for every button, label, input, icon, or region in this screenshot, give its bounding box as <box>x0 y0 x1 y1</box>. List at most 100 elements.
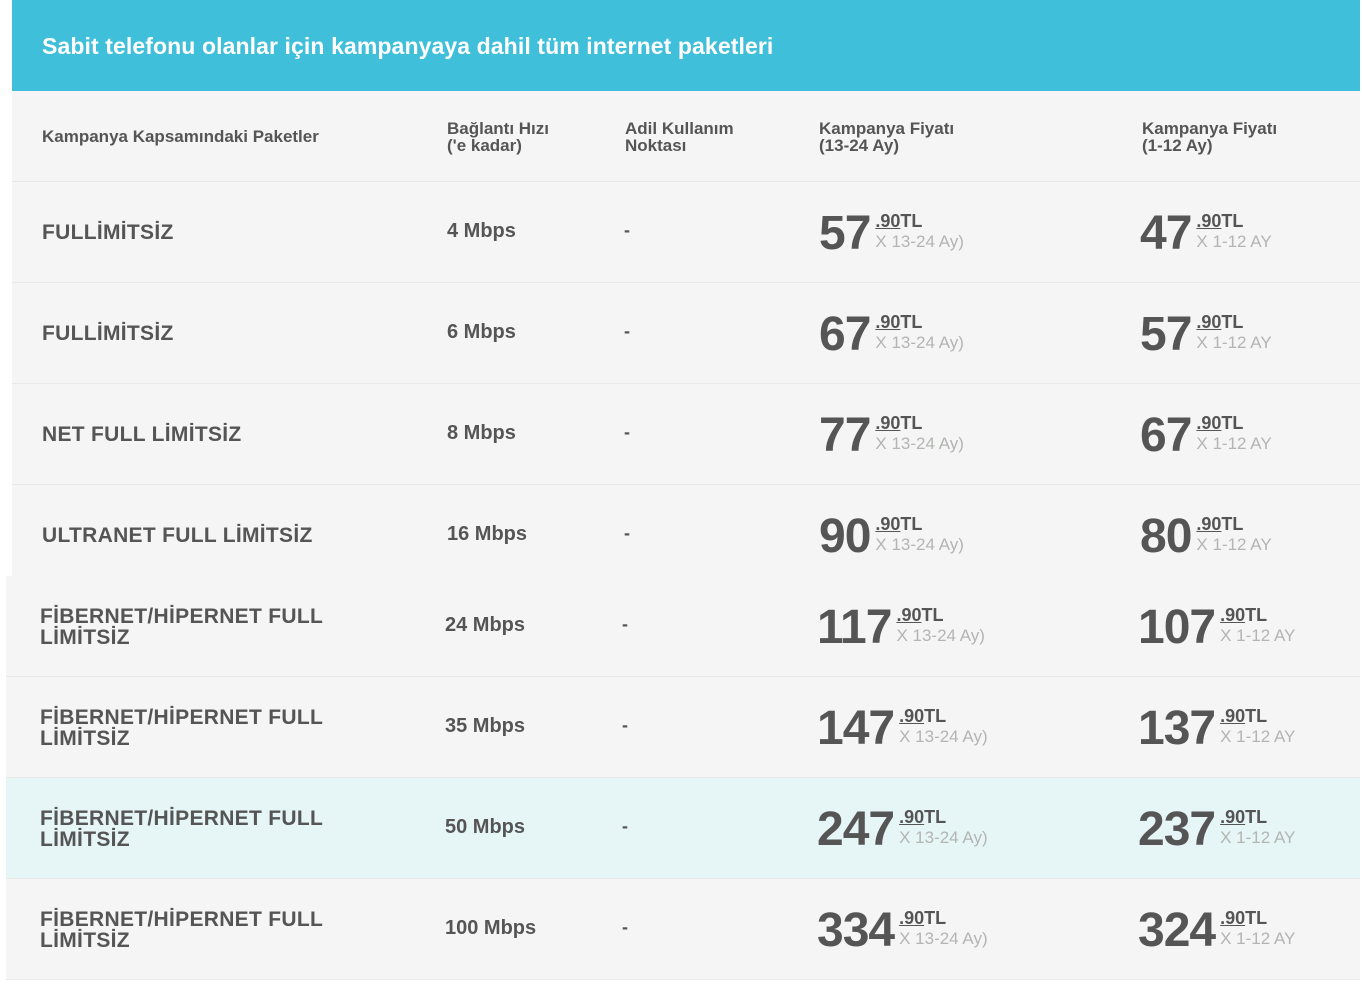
price-currency: TL <box>900 211 923 231</box>
table-row: FULLİMİTSİZ 4 Mbps -57.90TL X 13-24 Ay) 47.9… <box>12 182 1360 283</box>
price-currency: TL <box>1221 312 1244 332</box>
fair-use-value: - <box>624 523 630 543</box>
price-detail: .90TL X 1-12 AY <box>1196 515 1271 556</box>
page-title: Sabit telefonu olanlar için kampanyaya d… <box>42 33 774 59</box>
price-decimal: .90 <box>875 413 901 433</box>
package-name: NET FULL LİMİTSİZ <box>42 423 242 446</box>
price-integer: 147 <box>817 702 895 755</box>
package-name: FİBERNET/HİPERNET FULL LİMİTSİZ <box>40 605 324 649</box>
title-banner: Sabit telefonu olanlar için kampanyaya d… <box>12 0 1360 91</box>
header-package: Kampanya Kapsamındaki Paketler <box>42 127 319 146</box>
price-detail: .90TL X 1-12 AY <box>1220 909 1295 950</box>
price-detail: .90TL X 13-24 Ay) <box>899 707 988 748</box>
price-term: X 1-12 AY <box>1196 333 1272 352</box>
price-1-12: 57.90TL X 1-12 AY <box>1140 308 1272 361</box>
price-detail: .90TL X 1-12 AY <box>1220 707 1295 748</box>
fair-use-value: - <box>622 816 628 836</box>
price-decimal: .90 <box>1220 807 1246 827</box>
price-currency: TL <box>924 706 947 726</box>
price-detail: .90TL X 1-12 AY <box>1196 414 1271 455</box>
price-currency: TL <box>924 807 947 827</box>
price-decimal: .90 <box>875 514 901 534</box>
price-1-12: 47.90TL X 1-12 AY <box>1140 207 1272 260</box>
price-decimal: .90 <box>1196 211 1222 231</box>
table-row: FİBERNET/HİPERNET FULL LİMİTSİZ 50 Mbps - 24… <box>6 778 1360 879</box>
price-term: X 13-24 Ay) <box>899 929 988 948</box>
price-detail: .90TL X 1-12 AY <box>1196 313 1271 354</box>
table-row: ULTRANET FULL LİMİTSİZ 16 Mbps -90.90TL X 1… <box>12 485 1360 586</box>
price-decimal: .90 <box>899 807 925 827</box>
price-13-24: 117.90TL X 13-24 Ay) <box>817 604 985 652</box>
table-row: FİBERNET/HİPERNET FULL LİMİTSİZ 35 Mbps - 14… <box>6 677 1360 778</box>
packages-table: Kampanya Kapsamındaki Paketler Bağlantı … <box>6 91 1360 980</box>
connection-speed: 50 Mbps <box>445 816 526 838</box>
price-integer: 67 <box>819 308 871 361</box>
header-price-13-24: Kampanya Fiyatı (13-24 Ay) <box>819 119 955 155</box>
price-decimal: .90 <box>1220 908 1246 928</box>
price-term: X 1-12 AY <box>1220 929 1296 948</box>
price-integer: 90 <box>819 510 871 563</box>
price-1-12: 137.90TL X 1-12 AY <box>1138 705 1295 753</box>
price-13-24: 147.90TL X 13-24 Ay) <box>817 702 988 755</box>
fair-use-value: - <box>624 220 630 240</box>
price-term: X 1-12 AY <box>1196 535 1272 554</box>
connection-speed: 24 Mbps <box>445 614 526 636</box>
price-13-24: 57.90TL X 13-24 Ay) <box>819 210 964 258</box>
connection-speed: 100 Mbps <box>445 917 537 939</box>
price-term: X 13-24 Ay) <box>875 434 964 453</box>
price-decimal: .90 <box>875 312 901 332</box>
fair-use-value: - <box>622 614 628 634</box>
price-decimal: .90 <box>899 706 925 726</box>
header-fair-use: Adil Kullanım Noktası <box>625 119 734 155</box>
price-currency: TL <box>1221 413 1244 433</box>
price-term: X 1-12 AY <box>1196 434 1272 453</box>
table-row: FİBERNET/HİPERNET FULL LİMİTSİZ 100 Mbps - 3… <box>6 879 1360 980</box>
price-13-24: 247.90TL X 13-24 Ay) <box>817 803 988 856</box>
price-currency: TL <box>900 312 923 332</box>
header-price-1-12: Kampanya Fiyatı (1-12 Ay) <box>1142 119 1278 155</box>
price-13-24: 67.90TL X 13-24 Ay) <box>819 308 964 361</box>
price-integer: 80 <box>1140 510 1192 563</box>
price-13-24: 334.90TL X 13-24 Ay) <box>817 907 988 955</box>
price-detail: .90TL X 13-24 Ay) <box>875 313 964 354</box>
price-term: X 13-24 Ay) <box>899 828 988 847</box>
price-detail: .90TL X 13-24 Ay) <box>899 909 988 950</box>
price-integer: 247 <box>817 803 895 856</box>
price-decimal: .90 <box>1220 605 1246 625</box>
fair-use-value: - <box>622 715 628 735</box>
table-header: Kampanya Kapsamındaki Paketler Bağlantı … <box>12 91 1360 182</box>
table-row: FULLİMİTSİZ 6 Mbps -67.90TL X 13-24 Ay) 57.9… <box>12 283 1360 384</box>
table-row: NET FULL LİMİTSİZ 8 Mbps -77.90TL X 13-24 A… <box>12 384 1360 485</box>
price-integer: 47 <box>1140 207 1192 260</box>
price-integer: 237 <box>1138 803 1216 856</box>
price-detail: .90TL X 13-24 Ay) <box>899 808 988 849</box>
price-term: X 1-12 AY <box>1220 626 1296 645</box>
price-detail: .90TL X 1-12 AY <box>1220 808 1295 849</box>
price-1-12: 324.90TL X 1-12 AY <box>1138 907 1295 955</box>
package-name: FULLİMİTSİZ <box>42 221 174 244</box>
price-detail: .90TL X 13-24 Ay) <box>896 606 985 647</box>
price-term: X 1-12 AY <box>1196 232 1272 251</box>
price-decimal: .90 <box>896 605 922 625</box>
price-1-12: 67.90TL X 1-12 AY <box>1140 409 1272 462</box>
fair-use-value: - <box>624 321 630 341</box>
price-decimal: .90 <box>899 908 925 928</box>
price-integer: 107 <box>1138 601 1216 654</box>
fair-use-value: - <box>624 422 630 442</box>
table-row: FİBERNET/HİPERNET FULL LİMİTSİZ 24 Mbps - 11… <box>6 576 1360 677</box>
package-name: FİBERNET/HİPERNET FULL LİMİTSİZ <box>40 807 324 851</box>
connection-speed: 4 Mbps <box>447 220 516 242</box>
price-1-12: 107.90TL X 1-12 AY <box>1138 601 1296 654</box>
price-currency: TL <box>1221 514 1244 534</box>
package-name: FULLİMİTSİZ <box>42 322 174 345</box>
price-decimal: .90 <box>875 211 901 231</box>
price-currency: TL <box>924 908 947 928</box>
price-currency: TL <box>921 605 944 625</box>
price-currency: TL <box>1245 706 1268 726</box>
price-currency: TL <box>1221 211 1244 231</box>
price-detail: .90TL X 13-24 Ay) <box>875 212 964 253</box>
price-detail: .90TL X 13-24 Ay) <box>875 414 964 455</box>
connection-speed: 16 Mbps <box>447 523 528 545</box>
price-integer: 57 <box>1140 308 1192 361</box>
price-integer: 67 <box>1140 409 1192 462</box>
